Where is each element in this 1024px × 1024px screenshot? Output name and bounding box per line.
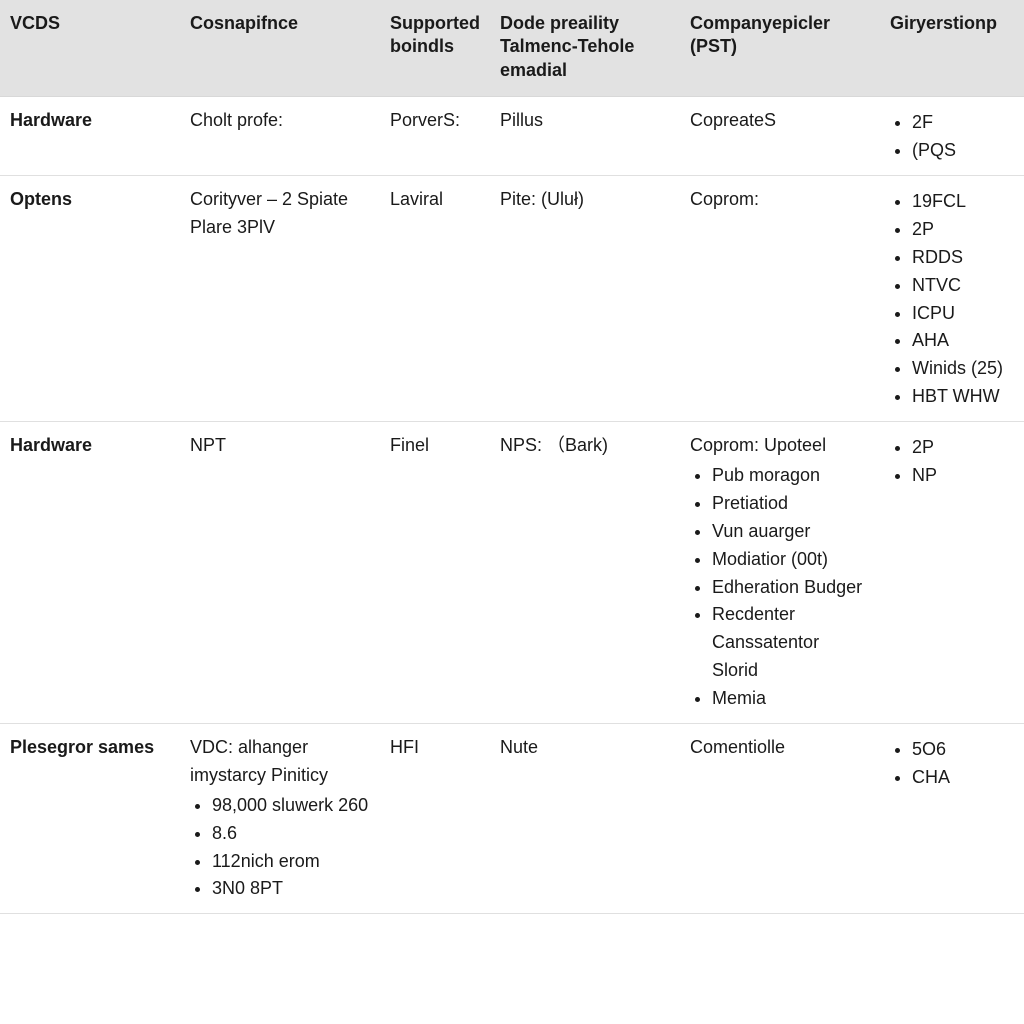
table-cell: NPT <box>180 422 380 724</box>
cell-bullets: 19FCL2PRDDSNTVCICPUAHAWinids (25)HBT WHW <box>890 188 1014 411</box>
table-cell: Cholt profe: <box>180 97 380 176</box>
cell-lead: Finel <box>390 432 480 460</box>
bullet-item: 98,000 sluwerk 260 <box>212 792 370 820</box>
bullet-item: CHA <box>912 764 1014 792</box>
table-cell: Nute <box>490 723 680 913</box>
cell-bullets: Pub moragonPretiatiodVun auargerModiatio… <box>690 462 870 713</box>
bullet-item: Vun auarger <box>712 518 870 546</box>
cell-lead: NPS: （Bark) <box>500 432 670 460</box>
table-cell: VDC: alhanger imystarcy Piniticy98,000 s… <box>180 723 380 913</box>
cell-lead: Laviral <box>390 186 480 214</box>
cell-lead: Nute <box>500 734 670 762</box>
bullet-item: HBT WHW <box>912 383 1014 411</box>
table-row: OptensCorityver – 2 Spiate Plare 3PlV Lav… <box>0 175 1024 421</box>
table-row: Plesegror samesVDC: alhanger imystarcy P… <box>0 723 1024 913</box>
row-header: Hardware <box>0 97 180 176</box>
table-cell: CopreateS <box>680 97 880 176</box>
cell-lead: Coprom: <box>690 186 870 214</box>
col-header: VCDS <box>0 0 180 97</box>
cell-lead: Coprom: Upoteel <box>690 432 870 460</box>
table-cell: 2PNP <box>880 422 1024 724</box>
table-cell: 5O6CHA <box>880 723 1024 913</box>
table-body: Hardware Cholt profe: PorverS: Pillus Coprea… <box>0 97 1024 914</box>
bullet-item: 5O6 <box>912 736 1014 764</box>
cell-lead: HFI <box>390 734 480 762</box>
cell-lead: Pite: (Uluł) <box>500 186 670 214</box>
bullet-item: NP <box>912 462 1014 490</box>
bullet-item: (PQS <box>912 137 1014 165</box>
bullet-item: AHA <box>912 327 1014 355</box>
table-cell: Pite: (Uluł) <box>490 175 680 421</box>
table-cell: 2F(PQS <box>880 97 1024 176</box>
table-cell: Finel <box>380 422 490 724</box>
cell-lead: Pillus <box>500 107 670 135</box>
table-cell: Corityver – 2 Spiate Plare 3PlV <box>180 175 380 421</box>
bullet-item: Pretiatiod <box>712 490 870 518</box>
cell-lead: Cholt profe: <box>190 107 370 135</box>
bullet-item: 2F <box>912 109 1014 137</box>
bullet-item: Recdenter Canssatentor Slorid <box>712 601 870 685</box>
bullet-item: 3N0 8PT <box>212 875 370 903</box>
table-cell: HFI <box>380 723 490 913</box>
col-header: Supported boindls <box>380 0 490 97</box>
cell-lead: Corityver – 2 Spiate Plare 3PlV <box>190 186 370 242</box>
cell-bullets: 98,000 sluwerk 2608.6112nich erom3N0 8PT <box>190 792 370 904</box>
cell-bullets: 5O6CHA <box>890 736 1014 792</box>
col-header: Dode preaility Talmenc-Tehole emadial <box>490 0 680 97</box>
bullet-item: Edheration Budger <box>712 574 870 602</box>
table-cell: Coprom: UpoteelPub moragonPretiatiodVun … <box>680 422 880 724</box>
table-cell: Comentiolle <box>680 723 880 913</box>
row-header: Plesegror sames <box>0 723 180 913</box>
table-row: Hardware NPT Finel NPS: （Bark) Coprom: Upote… <box>0 422 1024 724</box>
bullet-item: ICPU <box>912 300 1014 328</box>
bullet-item: Memia <box>712 685 870 713</box>
cell-lead: PorverS: <box>390 107 480 135</box>
col-header: Companyepicler (PST) <box>680 0 880 97</box>
bullet-item: Pub moragon <box>712 462 870 490</box>
table-cell: NPS: （Bark) <box>490 422 680 724</box>
table-row: Hardware Cholt profe: PorverS: Pillus Coprea… <box>0 97 1024 176</box>
cell-bullets: 2PNP <box>890 434 1014 490</box>
cell-lead: Comentiolle <box>690 734 870 762</box>
cell-bullets: 2F(PQS <box>890 109 1014 165</box>
col-header: Cosnapifnce <box>180 0 380 97</box>
bullet-item: Winids (25) <box>912 355 1014 383</box>
bullet-item: 19FCL <box>912 188 1014 216</box>
table-cell: 19FCL2PRDDSNTVCICPUAHAWinids (25)HBT WHW <box>880 175 1024 421</box>
cell-lead: NPT <box>190 432 370 460</box>
cell-lead: VDC: alhanger imystarcy Piniticy <box>190 734 370 790</box>
bullet-item: RDDS <box>912 244 1014 272</box>
table-cell: Pillus <box>490 97 680 176</box>
col-header: Giryerstionp <box>880 0 1024 97</box>
row-header: Optens <box>0 175 180 421</box>
row-header: Hardware <box>0 422 180 724</box>
bullet-item: Modiatior (00t) <box>712 546 870 574</box>
bullet-item: 8.6 <box>212 820 370 848</box>
bullet-item: 2P <box>912 434 1014 462</box>
bullet-item: 2P <box>912 216 1014 244</box>
table-header: VCDS Cosnapifnce Supported boindls Dode … <box>0 0 1024 97</box>
table-cell: Coprom: <box>680 175 880 421</box>
table-cell: Laviral <box>380 175 490 421</box>
cell-lead: CopreateS <box>690 107 870 135</box>
bullet-item: NTVC <box>912 272 1014 300</box>
comparison-table: VCDS Cosnapifnce Supported boindls Dode … <box>0 0 1024 914</box>
bullet-item: 112nich erom <box>212 848 370 876</box>
table-cell: PorverS: <box>380 97 490 176</box>
